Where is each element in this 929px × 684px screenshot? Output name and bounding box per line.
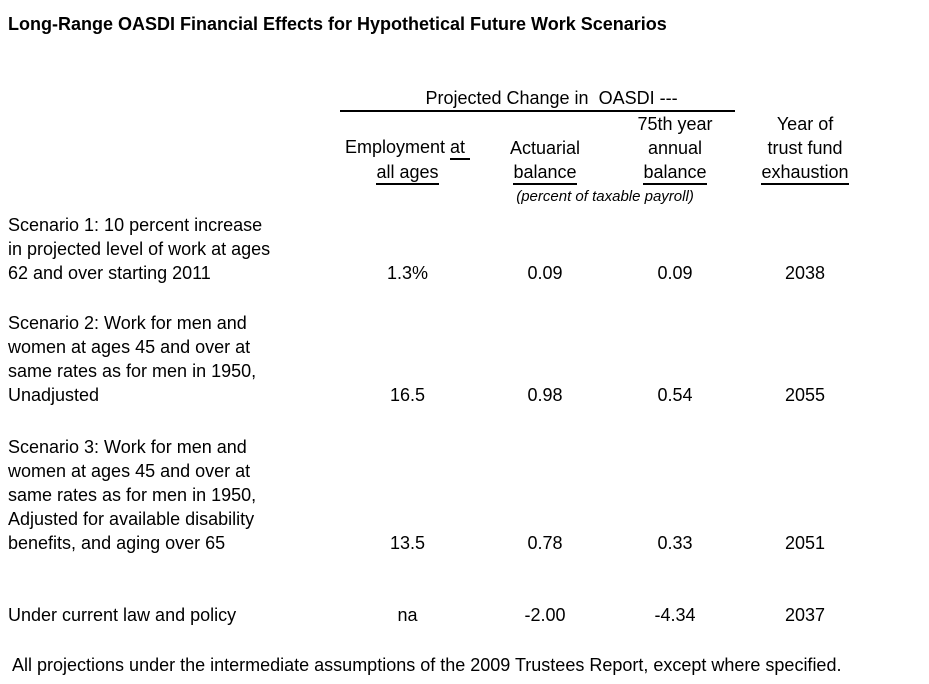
exhaustion-year-value: 2055 [785,385,826,405]
column-header-trust-fund-exhaustion: Year of trust fund exhaustion [735,111,875,185]
group-header-projected-change: Projected Change in OASDI --- [340,84,736,112]
column-header-actuarial-balance: Actuarial balance [475,111,615,185]
annual-balance-value: 0.33 [657,533,693,553]
actuarial-balance-value: 0.78 [527,533,563,553]
financial-effects-table: Projected Change in OASDI --- Employment… [0,84,875,627]
column-header-employment: Employment at all ages [340,111,475,185]
group-header-row: Projected Change in OASDI --- [0,84,875,112]
exhaustion-year-value: 2037 [785,605,826,625]
footnote: All projections under the intermediate a… [12,655,842,675]
table-row-scenario-2: Scenario 2: Work for men and women at ag… [0,311,875,407]
annual-balance-value: 0.54 [657,385,693,405]
row-label: Scenario 1: 10 percent increase in proje… [8,215,271,283]
table-row-scenario-1: Scenario 1: 10 percent increase in proje… [0,213,875,285]
employment-value: 16.5 [389,385,426,405]
document-title: Long-Range OASDI Financial Effects for H… [8,14,667,34]
column-header-75th-year-annual-balance: 75th year annual balance [615,111,735,185]
actuarial-balance-value: -2.00 [524,605,566,625]
annual-balance-value: -4.34 [654,605,696,625]
actuarial-balance-value: 0.98 [527,385,563,405]
row-label: Scenario 3: Work for men and women at ag… [8,437,257,553]
row-label: Scenario 2: Work for men and women at ag… [8,313,257,405]
table-row-scenario-3: Scenario 3: Work for men and women at ag… [0,435,875,555]
annual-balance-value: 0.09 [657,263,693,283]
table-row-current-law: Under current law and policy na -2.00 -4… [0,603,875,627]
employment-value: na [397,605,418,625]
unit-note: (percent of taxable payroll) [516,188,694,205]
unit-note-row: (percent of taxable payroll) [0,185,875,209]
employment-value: 13.5 [389,533,426,553]
column-header-row: Employment at all ages Actuarial balance … [0,111,875,185]
exhaustion-year-value: 2038 [785,263,826,283]
employment-value: 1.3% [386,263,429,283]
exhaustion-year-value: 2051 [785,533,826,553]
actuarial-balance-value: 0.09 [527,263,563,283]
row-label: Under current law and policy [8,605,237,625]
